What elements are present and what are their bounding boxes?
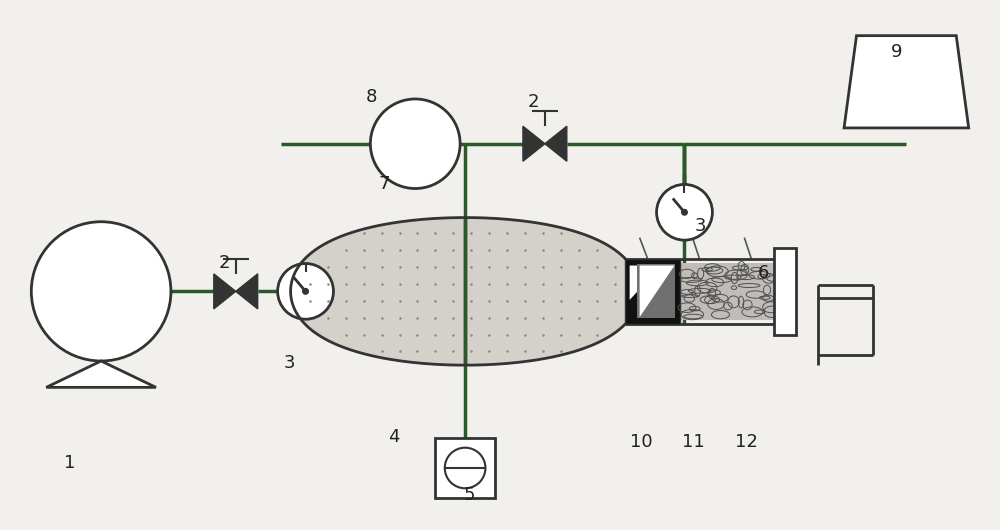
Polygon shape [630,266,662,300]
Text: 8: 8 [365,87,377,105]
Polygon shape [545,126,567,161]
Polygon shape [640,266,675,317]
Text: 12: 12 [735,433,758,451]
Text: 2: 2 [219,254,230,272]
Text: 7: 7 [378,174,390,192]
Text: 11: 11 [682,433,705,451]
Circle shape [370,99,460,189]
Text: 1: 1 [64,454,76,472]
Text: 10: 10 [630,433,652,451]
Circle shape [682,209,687,215]
Text: 3: 3 [694,217,706,235]
Circle shape [445,448,485,488]
Text: 2: 2 [528,93,539,111]
Circle shape [31,222,171,361]
Circle shape [657,184,712,240]
Bar [681,263,782,320]
Circle shape [278,263,333,319]
Text: 3: 3 [284,354,295,372]
Text: 9: 9 [891,43,902,61]
Circle shape [303,288,308,294]
Polygon shape [291,217,640,365]
Polygon shape [236,274,258,309]
Polygon shape [46,361,156,387]
Text: 4: 4 [388,428,400,446]
Bar [774,248,796,334]
Polygon shape [844,36,969,128]
Text: 6: 6 [757,264,769,282]
Text: 5: 5 [463,485,475,504]
Bar [435,438,495,498]
Polygon shape [523,126,545,161]
Bar [625,259,680,324]
Bar [637,264,675,318]
Polygon shape [214,274,236,309]
